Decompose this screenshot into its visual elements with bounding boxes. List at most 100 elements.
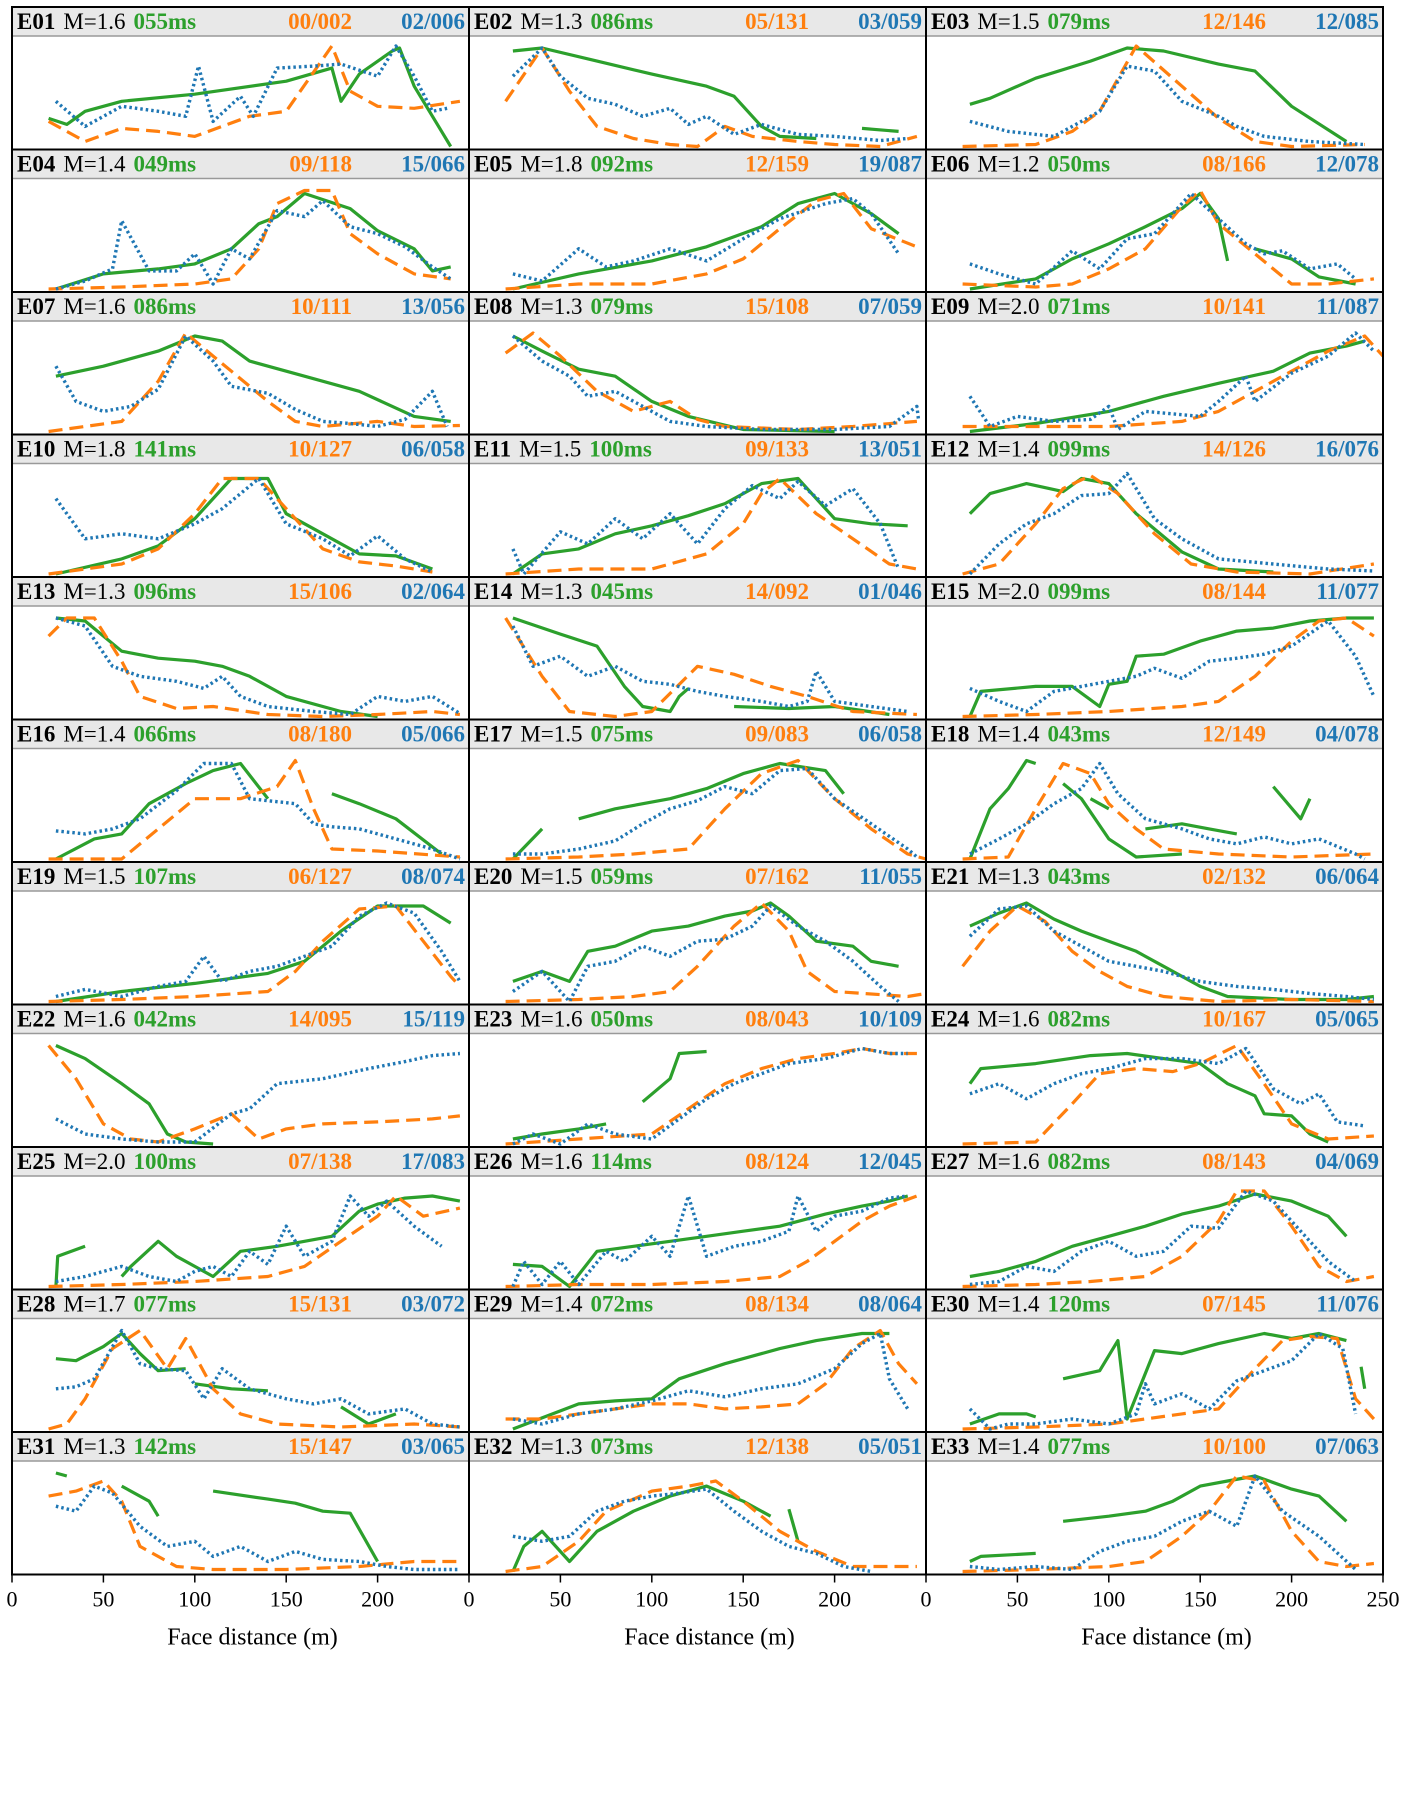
panel-e20: E20 M=1.5 059ms 07/162 11/055 <box>468 861 927 1006</box>
panel-blue-count: 15/119 <box>402 1007 465 1032</box>
series-blue-line <box>969 191 1357 286</box>
panel-m: M=1.6 <box>63 9 125 34</box>
series-blue-line <box>54 334 449 429</box>
panel-header <box>469 1289 926 1319</box>
panel-lines <box>47 1044 461 1146</box>
panel-m: M=1.7 <box>63 1292 125 1317</box>
panel-lines <box>48 1328 461 1431</box>
panel-orange-count: 06/127 <box>288 864 352 889</box>
panel-m: M=1.3 <box>63 1434 125 1459</box>
x-tick-label: 200 <box>1275 1587 1308 1612</box>
series-blue-line <box>968 904 1375 1002</box>
x-axes: 0 50 100 150 200 0 50 100 150 200 0 50 100 150 200 250 <box>7 1574 1400 1612</box>
series-orange-line <box>505 1479 917 1574</box>
panel-orange-count: 12/159 <box>745 152 809 177</box>
series-blue-line <box>969 619 1376 714</box>
panel-e26: E26 M=1.6 114ms 08/124 12/045 <box>468 1146 927 1291</box>
panel-e17: E17 M=1.5 075ms 09/083 06/058 <box>468 718 927 863</box>
panel-header <box>12 1004 469 1034</box>
series-orange-line <box>47 44 461 144</box>
series-green-line <box>1254 247 1356 286</box>
panel-id: E16 <box>17 722 55 747</box>
panel-header <box>926 149 1383 179</box>
series-orange-line <box>48 1479 460 1572</box>
series-green-line <box>512 1194 909 1289</box>
x-tick-label: 150 <box>270 1587 303 1612</box>
panel-ms: 120ms <box>1048 1292 1111 1317</box>
panel-id: E33 <box>931 1434 969 1459</box>
panel-blue-count: 11/076 <box>1316 1292 1379 1317</box>
panel-ms: 100ms <box>589 437 652 462</box>
panel-e22: E22 M=1.6 042ms 14/095 15/119 <box>11 1003 470 1148</box>
panel-title: E05 M=1.8 092ms <box>474 152 653 177</box>
series-blue-line <box>55 1328 461 1429</box>
panel-lines <box>48 901 462 1004</box>
panel-e23: E23 M=1.6 050ms 08/043 10/109 <box>468 1003 927 1148</box>
panel-ms: 099ms <box>1048 437 1111 462</box>
series-green-line <box>1145 822 1238 836</box>
series-orange-line <box>47 1044 461 1144</box>
panel-title: E07 M=1.6 086ms <box>17 294 196 319</box>
series-green-line <box>212 1489 379 1563</box>
panel-blue-count: 08/074 <box>401 864 465 889</box>
panel-blue-count: 15/066 <box>401 152 465 177</box>
panel-title: E28 M=1.7 077ms <box>17 1292 196 1317</box>
panel-title: E23 M=1.6 050ms <box>474 1007 653 1032</box>
series-green-line <box>54 1244 86 1287</box>
panel-title: E31 M=1.3 142ms <box>17 1434 196 1459</box>
panel-title: E16 M=1.4 066ms <box>17 722 196 747</box>
panel-blue-count: 02/064 <box>401 579 465 604</box>
series-green-line <box>512 901 899 984</box>
panel-ms: 077ms <box>134 1292 197 1317</box>
panel-id: E27 <box>931 1149 969 1174</box>
panel-m: M=1.8 <box>520 152 582 177</box>
panel-e02: E02 M=1.3 086ms 05/131 03/059 <box>468 6 927 151</box>
series-orange-line <box>48 1328 461 1431</box>
series-blue-line <box>55 1484 460 1572</box>
panel-orange-count: 02/132 <box>1202 864 1266 889</box>
series-blue-line <box>512 1487 872 1574</box>
panel-id: E11 <box>474 437 511 462</box>
series-green-line <box>512 334 835 434</box>
panel-header <box>469 1004 926 1034</box>
panel-ms: 043ms <box>1048 722 1111 747</box>
series-orange-line <box>961 904 1374 1004</box>
panel-orange-count: 07/138 <box>288 1149 352 1174</box>
panel-id: E22 <box>17 1007 55 1032</box>
panel-header <box>469 7 926 36</box>
panel-title: E32 M=1.3 073ms <box>474 1434 653 1459</box>
panel-ms: 049ms <box>134 152 197 177</box>
series-orange-line <box>504 46 918 149</box>
series-green-line <box>968 1051 1329 1144</box>
series-green-line <box>968 758 1037 860</box>
panel-header <box>469 149 926 179</box>
panel-lines <box>48 1194 461 1289</box>
panel-e07: E07 M=1.6 086ms 10/111 13/056 <box>11 291 470 436</box>
panel-blue-count: 05/065 <box>1315 1007 1379 1032</box>
series-blue-line <box>512 766 919 859</box>
panel-e10: E10 M=1.8 141ms 10/127 06/058 <box>11 433 470 578</box>
x-tick-label: 200 <box>361 1587 394 1612</box>
panel-id: E23 <box>474 1007 512 1032</box>
panel-m: M=1.3 <box>520 579 582 604</box>
panel-lines <box>962 1331 1376 1431</box>
panel-e28: E28 M=1.7 077ms 15/131 03/072 <box>11 1288 470 1433</box>
series-green-line <box>55 334 451 423</box>
series-blue-line <box>511 904 900 1004</box>
panel-lines <box>962 331 1383 434</box>
panel-orange-count: 07/145 <box>1202 1292 1266 1317</box>
x-axis-label: Face distance (m) <box>624 1625 795 1651</box>
x-tick-label: 100 <box>178 1587 211 1612</box>
panel-title: E21 M=1.3 043ms <box>931 864 1110 889</box>
panel-ms: 050ms <box>1048 152 1111 177</box>
panel-lines <box>505 758 926 861</box>
panel-header <box>12 1289 469 1319</box>
panel-e13: E13 M=1.3 096ms 15/106 02/064 <box>11 576 470 721</box>
panel-ms: 045ms <box>591 579 654 604</box>
panel-id: E24 <box>931 1007 970 1032</box>
series-green-line <box>1359 1366 1367 1390</box>
series-green-line <box>55 1331 186 1373</box>
panel-id: E13 <box>17 579 55 604</box>
panel-ms: 077ms <box>1048 1434 1111 1459</box>
panel-blue-count: 05/066 <box>401 722 465 747</box>
